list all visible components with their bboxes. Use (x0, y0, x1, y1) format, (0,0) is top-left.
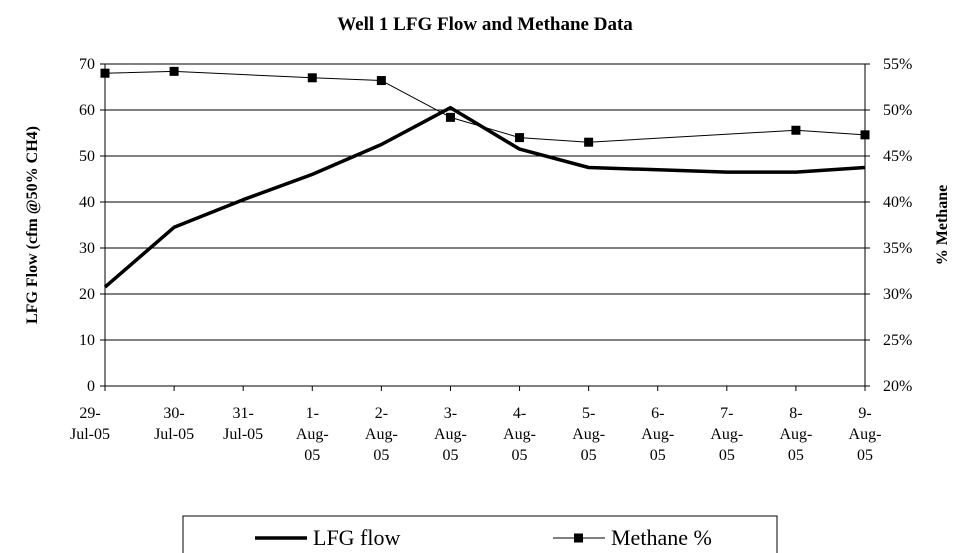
legend-box (182, 515, 778, 553)
x-tick-line: 9- (858, 405, 871, 422)
x-tick-label: 6- Aug- 05 (641, 405, 674, 464)
y-tick-label: 0 (87, 378, 95, 395)
x-tick-label: 29- Jul-05 (70, 405, 110, 443)
legend-label: Methane % (611, 525, 712, 550)
y-tick-label: 20 (79, 286, 95, 303)
x-tick-line: Jul-05 (70, 426, 110, 443)
x-tick-label: 3- Aug- 05 (434, 405, 467, 464)
x-tick-line: 05 (650, 447, 666, 464)
marker (376, 76, 386, 86)
x-tick-line: Aug- (365, 426, 398, 443)
x-tick-line: 30- (163, 405, 184, 422)
x-tick-label: 9- Aug- 05 (849, 405, 882, 464)
y2-tick-label: 55% (883, 56, 912, 73)
y2-tick-label: 45% (883, 148, 912, 165)
y2-tick-label: 35% (883, 240, 912, 257)
y-axis-label: LFG Flow (cfm @50% CH4) (24, 126, 41, 324)
x-tick-line: 05 (304, 447, 320, 464)
x-tick-label: 2- Aug- 05 (365, 405, 398, 464)
x-tick-line: Aug- (710, 426, 743, 443)
x-tick-line: Aug- (641, 426, 674, 443)
y-tick-label: 70 (79, 56, 95, 73)
x-tick-label: 30- Jul-05 (154, 405, 194, 443)
y-tick-label: 60 (79, 102, 95, 119)
marker (791, 125, 801, 135)
x-tick-line: 8- (789, 405, 802, 422)
x-tick-line: 2- (375, 405, 388, 422)
x-tick-line: Aug- (572, 426, 605, 443)
y2-tick-label: 40% (883, 194, 912, 211)
marker (307, 73, 317, 83)
plot-frame (104, 63, 866, 387)
y2-tick-label: 30% (883, 286, 912, 303)
x-tick-line: 05 (857, 447, 873, 464)
chart-title: Well 1 LFG Flow and Methane Data (337, 14, 633, 35)
legend-label: LFG flow (313, 525, 401, 550)
y2-tick-label: 25% (883, 332, 912, 349)
x-tick-line: 29- (79, 405, 100, 422)
y2-axis-label: % Methane (934, 185, 951, 265)
series-line (103, 105, 866, 289)
x-tick-line: 4- (513, 405, 526, 422)
x-tick-line: Jul-05 (154, 426, 194, 443)
x-tick-line: Aug- (296, 426, 329, 443)
x-tick-line: 6- (651, 405, 664, 422)
x-tick-label: 7- Aug- 05 (710, 405, 743, 464)
x-tick-line: 05 (442, 447, 458, 464)
marker (100, 68, 110, 78)
y-tick-label: 50 (79, 148, 95, 165)
y2-tick-label: 50% (883, 102, 912, 119)
x-tick-label: 5- Aug- 05 (572, 405, 605, 464)
x-tick-label: 4- Aug- 05 (503, 405, 536, 464)
y-tick-label: 40 (79, 194, 95, 211)
y-tick-label: 10 (79, 332, 95, 349)
x-tick-line: Jul-05 (223, 426, 263, 443)
x-tick-line: 05 (512, 447, 528, 464)
x-tick-line: 7- (720, 405, 733, 422)
x-tick-line: 5- (582, 405, 595, 422)
x-tick-line: Aug- (434, 426, 467, 443)
x-tick-line: Aug- (779, 426, 812, 443)
x-tick-line: 05 (788, 447, 804, 464)
x-tick-line: 1- (306, 405, 319, 422)
marker (584, 137, 594, 147)
x-tick-line: 05 (581, 447, 597, 464)
x-tick-line: 05 (719, 447, 735, 464)
x-tick-line: 05 (373, 447, 389, 464)
x-tick-line: 3- (444, 405, 457, 422)
x-tick-label: 1- Aug- 05 (296, 405, 329, 464)
legend-marker (574, 533, 583, 543)
x-tick-line: Aug- (503, 426, 536, 443)
x-tick-label: 31- Jul-05 (223, 405, 263, 443)
y2-tick-label: 20% (883, 378, 912, 395)
marker (169, 66, 179, 76)
x-tick-label: 8- Aug- 05 (779, 405, 812, 464)
x-tick-line: Aug- (849, 426, 882, 443)
y-tick-label: 30 (79, 240, 95, 257)
marker (515, 133, 525, 143)
series-line (104, 70, 866, 143)
marker (860, 130, 870, 140)
marker (445, 112, 455, 122)
x-tick-line: 31- (233, 405, 254, 422)
